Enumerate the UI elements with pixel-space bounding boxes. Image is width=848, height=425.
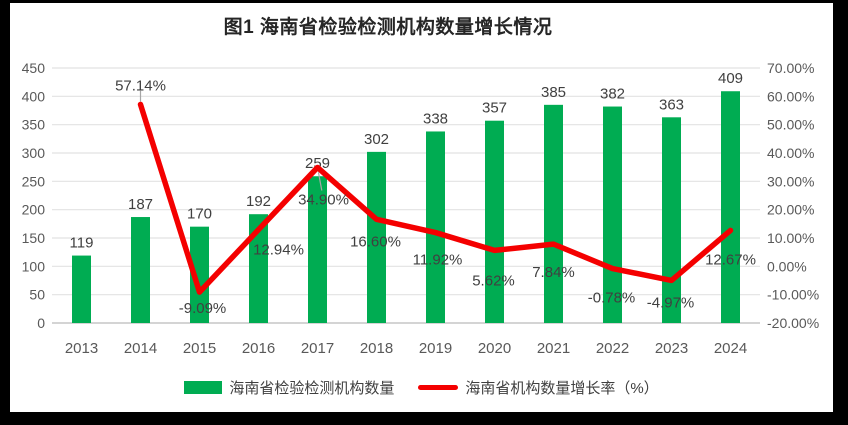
legend-bar-swatch-icon (184, 380, 223, 394)
right-axis-tick--10.00%: -10.00% (767, 287, 819, 303)
bar-2019 (426, 131, 445, 323)
left-axis-tick-50: 50 (29, 287, 45, 303)
right-axis-tick-40.00%: 40.00% (767, 145, 814, 161)
chart-legend: 海南省检验检测机构数量 海南省机构数量增长率（%） (10, 374, 833, 400)
bar-2024 (721, 91, 740, 323)
chart-title: 图1 海南省检验检测机构数量增长情况 (223, 17, 553, 38)
bar-2014 (131, 217, 150, 323)
bar-label-2021: 385 (541, 84, 566, 101)
x-axis-label-2019: 2019 (419, 340, 452, 357)
left-axis-tick-100: 100 (22, 258, 46, 274)
bar-2013 (72, 255, 91, 323)
x-axis-label-2016: 2016 (242, 340, 275, 357)
left-axis-tick-0: 0 (37, 315, 45, 331)
right-axis-tick-20.00%: 20.00% (767, 202, 814, 218)
right-axis-tick-10.00%: 10.00% (767, 230, 814, 246)
bar-2015 (190, 226, 209, 323)
right-axis-tick-30.00%: 30.00% (767, 173, 814, 189)
bar-2021 (544, 104, 563, 323)
x-axis-label-2022: 2022 (596, 340, 629, 357)
line-label-2023: -4.97% (647, 294, 695, 311)
screen-corner-block (0, 0, 9, 8)
right-axis-tick-70.00%: 70.00% (767, 60, 814, 76)
bar-label-2024: 409 (718, 70, 743, 87)
bar-label-2016: 192 (246, 193, 271, 210)
growth-rate-line (137, 101, 734, 295)
bar-2018 (367, 151, 386, 323)
legend-item-growth-rate: 海南省机构数量增长率（%） (418, 377, 659, 398)
x-axis-label-2015: 2015 (183, 340, 216, 357)
right-axis-tick-50.00%: 50.00% (767, 117, 814, 133)
screen-border-bottom (0, 412, 848, 425)
legend-label-growth-rate: 海南省机构数量增长率（%） (465, 379, 659, 397)
right-axis-tick-0.00%: 0.00% (767, 258, 807, 274)
x-axis-label-2020: 2020 (478, 340, 511, 357)
bar-label-2022: 382 (600, 86, 625, 103)
left-axis-tick-150: 150 (22, 230, 46, 246)
chart-plot-area: 0 -20.00% 50 -10.00% 100 0.00% 150 10.00% 200 20.… (22, 60, 820, 357)
right-axis-tick-60.00%: 60.00% (767, 88, 814, 104)
x-axis-label-2023: 2023 (655, 340, 688, 357)
bar-label-2023: 363 (659, 96, 684, 113)
legend-item-institution-count: 海南省检验检测机构数量 (184, 377, 394, 398)
x-axis-label-2024: 2024 (714, 340, 747, 357)
x-axis-label-2014: 2014 (124, 340, 157, 357)
label-leader-2017 (317, 172, 323, 191)
left-axis-tick-250: 250 (22, 173, 46, 189)
left-axis-tick-200: 200 (22, 202, 46, 218)
bar-label-2014: 187 (128, 196, 153, 213)
bar-label-2013: 119 (70, 235, 94, 252)
left-axis-tick-450: 450 (22, 60, 46, 76)
legend-line-swatch-icon (418, 384, 459, 390)
line-label-2018: 16.60% (350, 233, 401, 250)
bar-label-2018: 302 (364, 131, 389, 148)
x-axis-label-2018: 2018 (360, 340, 393, 357)
bar-label-2017: 259 (305, 155, 330, 172)
bar-2017 (308, 176, 327, 323)
screen-border-left (0, 0, 10, 425)
legend-label-institution-count: 海南省检验检测机构数量 (229, 379, 395, 397)
line-label-2021: 7.84% (532, 264, 575, 281)
left-axis-tick-350: 350 (22, 117, 46, 133)
left-axis-tick-400: 400 (22, 88, 46, 104)
line-label-2024: 12.67% (705, 251, 756, 268)
left-axis-tick-300: 300 (22, 145, 46, 161)
x-axis-label-2021: 2021 (537, 340, 570, 357)
bar-2016 (249, 214, 268, 323)
bar-label-2019: 338 (423, 110, 448, 127)
line-label-2019: 11.92% (413, 252, 463, 269)
x-axis-label-2013: 2013 (65, 340, 98, 357)
right-axis-tick--20.00%: -20.00% (767, 315, 819, 331)
line-label-2017: 34.90% (298, 191, 349, 208)
line-label-2020: 5.62% (472, 272, 515, 289)
line-label-2014: 57.14% (115, 77, 166, 94)
line-label-2015: -9.09% (179, 300, 227, 317)
bar-label-2020: 357 (482, 100, 507, 117)
line-label-2016: 12.94% (253, 242, 304, 259)
bar-label-2015: 170 (187, 206, 212, 223)
bar-2023 (662, 117, 681, 323)
x-axis-label-2017: 2017 (301, 340, 334, 357)
line-label-2022: -0.78% (588, 290, 636, 307)
bar-2020 (485, 120, 504, 323)
screen-border-right (833, 0, 848, 425)
screen-border-top (0, 0, 848, 3)
